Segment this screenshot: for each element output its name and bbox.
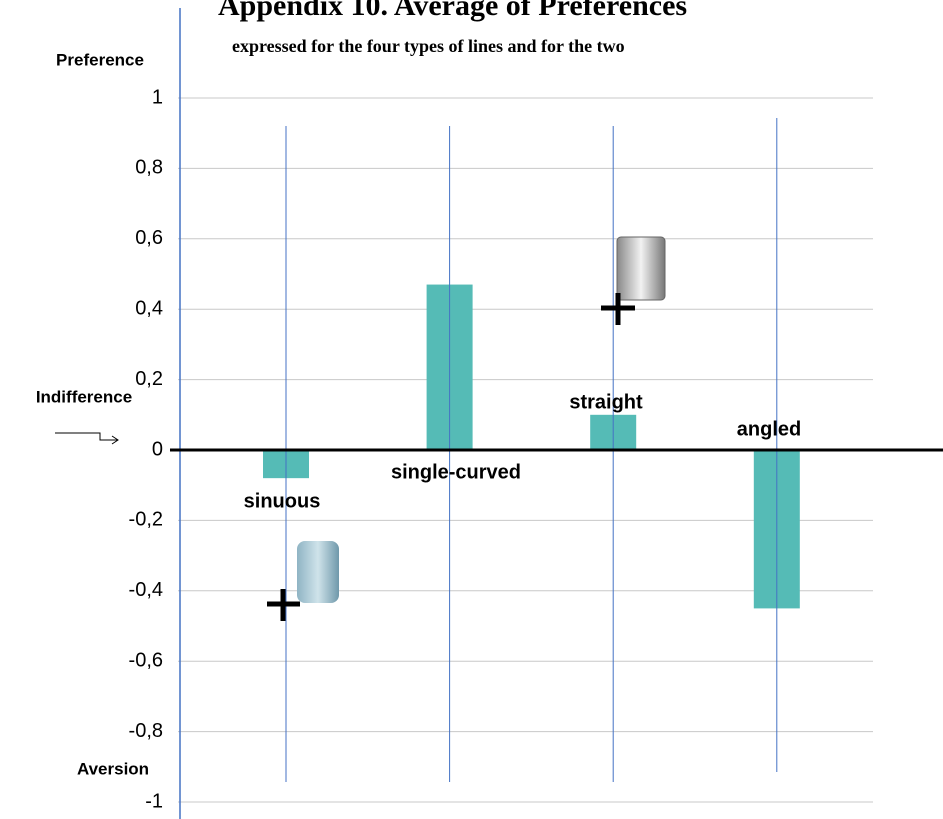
lighter-icon — [297, 541, 339, 603]
annotation: Indifference — [36, 387, 132, 406]
chart-title: Appendix 10. Average of Preferences — [218, 0, 687, 22]
y-tick-label: -0,4 — [129, 579, 163, 601]
chart-subtitle: expressed for the four types of lines an… — [232, 36, 625, 56]
y-tick-label: 0,2 — [135, 368, 163, 390]
y-tick-label: 0 — [152, 438, 163, 460]
annotation: Aversion — [77, 759, 149, 778]
chart: Appendix 10. Average of Preferences expr… — [0, 0, 943, 819]
y-tick-label: -0,2 — [129, 509, 163, 531]
y-tick-label: 0,8 — [135, 157, 163, 179]
plus-marker — [267, 589, 300, 621]
y-tick-label: -0,8 — [129, 720, 163, 742]
y-tick-label: -1 — [145, 790, 163, 812]
category-label: sinuous — [244, 490, 321, 512]
lighter-icon — [617, 237, 665, 300]
category-label: single-curved — [391, 461, 521, 483]
category-label: angled — [737, 418, 801, 440]
y-tick-label: 1 — [152, 86, 163, 108]
y-tick-label: 0,6 — [135, 227, 163, 249]
category-label: straight — [569, 391, 643, 413]
y-tick-label: 0,4 — [135, 297, 163, 319]
y-tick-label: -0,6 — [129, 649, 163, 671]
y-axis-label: Preference — [56, 50, 144, 69]
arrow — [55, 433, 118, 444]
